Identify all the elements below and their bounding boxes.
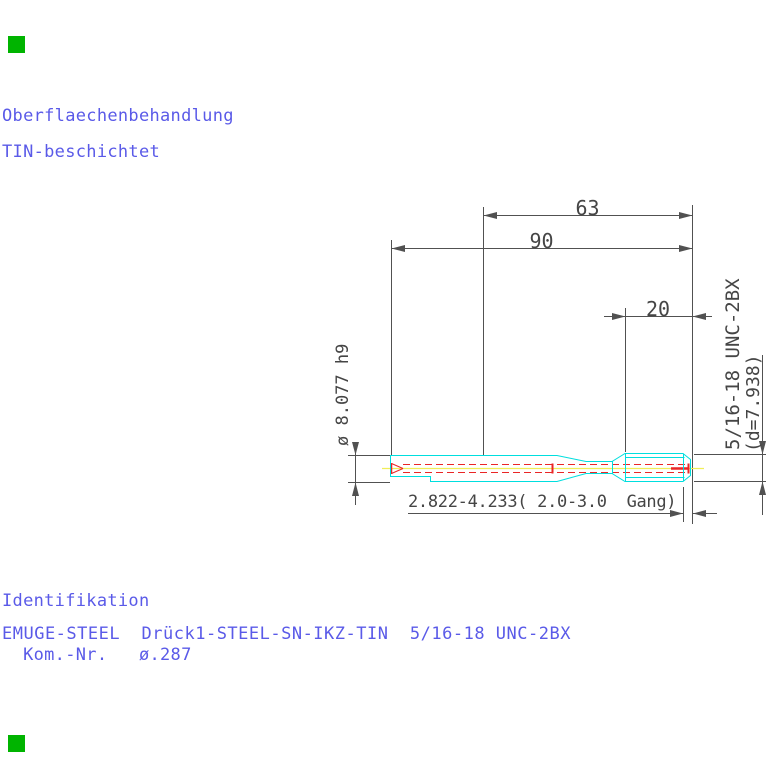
surface-treatment-title: Oberflaechenbehandlung (2, 106, 234, 126)
thread-diameter-label: (d=7.938) (743, 354, 764, 452)
tool-outline (390, 453, 691, 482)
thread-spec-label: 5/16-18 UNC-2BX (722, 278, 744, 450)
coolant-channel (390, 463, 690, 474)
dim-label-20: 20 (645, 297, 671, 321)
dim-label-63: 63 (575, 196, 600, 220)
identification-line1: EMUGE-STEEL Drück1-STEEL-SN-IKZ-TIN 5/16… (2, 624, 571, 644)
green-marker-top (8, 36, 25, 53)
identification-line2: Kom.-Nr. ø.287 (2, 645, 192, 665)
chamfer-dim-label: 2.822-4.233( 2.0-3.0 Gang) (408, 492, 677, 512)
dim-label-90: 90 (529, 229, 554, 253)
green-marker-bottom (8, 735, 25, 752)
dimension-arrows (352, 212, 766, 517)
identification-title: Identifikation (2, 591, 150, 611)
shank-diameter-label: ø 8.077 h9 (333, 343, 353, 446)
surface-treatment-value: TIN-beschichtet (2, 142, 161, 162)
